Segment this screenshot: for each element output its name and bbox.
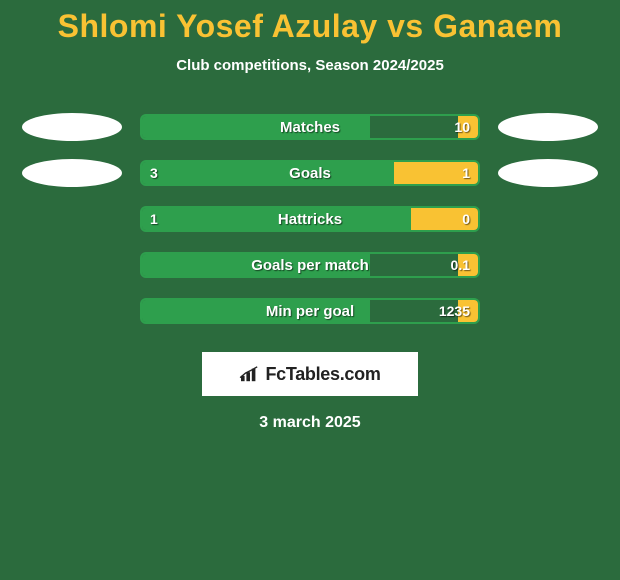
bar-value-right: 1235 bbox=[439, 300, 470, 322]
stat-row: Goals3 1 bbox=[0, 150, 620, 196]
stat-row: Goals per match0.1 bbox=[0, 242, 620, 288]
stat-bar: Goals per match0.1 bbox=[140, 252, 480, 278]
bar-value-right: 0.1 bbox=[451, 254, 470, 276]
comparison-canvas: Shlomi Yosef Azulay vs Ganaem Club compe… bbox=[0, 0, 620, 580]
left-side bbox=[22, 159, 122, 187]
right-side bbox=[498, 159, 598, 187]
date-label: 3 march 2025 bbox=[0, 414, 620, 432]
bar-value-right: 0 bbox=[462, 208, 470, 230]
bar-value-right: 1 bbox=[462, 162, 470, 184]
logo-box: FcTables.com bbox=[202, 352, 418, 396]
right-oval bbox=[498, 113, 598, 141]
bar-label: Min per goal bbox=[142, 300, 478, 322]
bar-value-left: 1 bbox=[150, 208, 158, 230]
right-oval bbox=[498, 159, 598, 187]
stat-row: Matches10 bbox=[0, 104, 620, 150]
bar-label: Hattricks bbox=[142, 208, 478, 230]
stat-bar: Matches10 bbox=[140, 114, 480, 140]
bar-value-left: 3 bbox=[150, 162, 158, 184]
logo-text: FcTables.com bbox=[265, 364, 380, 385]
stat-bar: Goals3 1 bbox=[140, 160, 480, 186]
stats-rows: Matches10Goals31Hattricks10Goals per mat… bbox=[0, 104, 620, 334]
bar-label: Goals per match bbox=[142, 254, 478, 276]
stat-row: Hattricks1 0 bbox=[0, 196, 620, 242]
bar-label: Goals bbox=[142, 162, 478, 184]
right-side bbox=[498, 113, 598, 141]
bar-value-right: 10 bbox=[454, 116, 470, 138]
left-oval bbox=[22, 113, 122, 141]
stat-row: Min per goal1235 bbox=[0, 288, 620, 334]
page-title: Shlomi Yosef Azulay vs Ganaem bbox=[0, 0, 620, 45]
stat-bar: Min per goal1235 bbox=[140, 298, 480, 324]
bar-chart-icon bbox=[239, 365, 261, 383]
left-oval bbox=[22, 159, 122, 187]
page-subtitle: Club competitions, Season 2024/2025 bbox=[0, 57, 620, 74]
stat-bar: Hattricks1 0 bbox=[140, 206, 480, 232]
bar-label: Matches bbox=[142, 116, 478, 138]
left-side bbox=[22, 113, 122, 141]
